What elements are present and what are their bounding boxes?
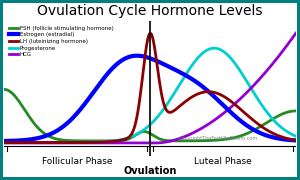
Title: Ovulation Cycle Hormone Levels: Ovulation Cycle Hormone Levels [37, 4, 263, 18]
Text: Follicular Phase: Follicular Phase [42, 157, 112, 166]
Text: CopyrightTheFertilityRealm.com: CopyrightTheFertilityRealm.com [179, 136, 258, 141]
Legend: FSH (follicle stimulating hormone), Estrogen (estradial), LH (luteinizing hormon: FSH (follicle stimulating hormone), Estr… [7, 24, 116, 60]
Text: Luteal Phase: Luteal Phase [194, 157, 252, 166]
Text: Ovulation: Ovulation [123, 166, 177, 175]
